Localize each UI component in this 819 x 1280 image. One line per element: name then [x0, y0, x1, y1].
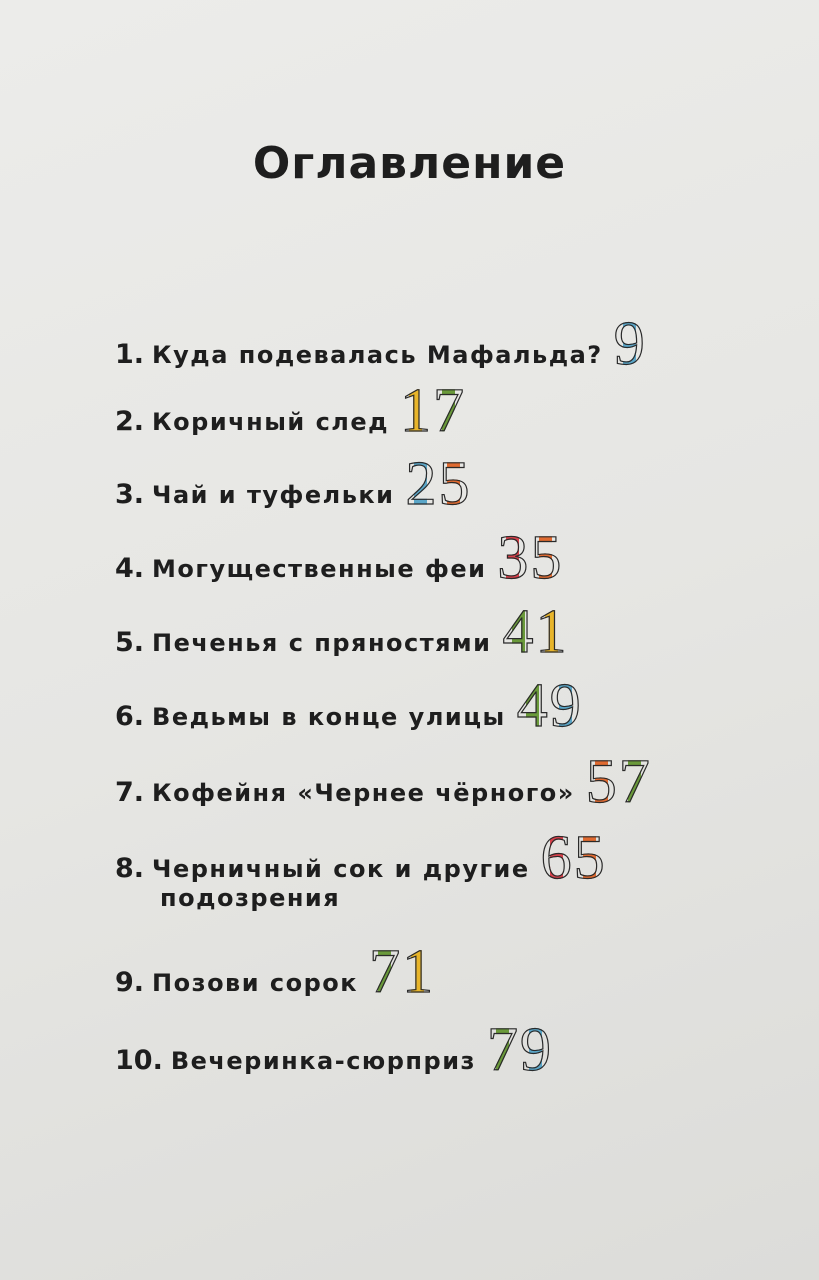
chapter-title: Позови сорок	[152, 969, 359, 997]
page-digit: 5	[573, 824, 605, 892]
chapter-title: Кофейня «Чернее чёрного»	[152, 779, 575, 807]
page-digit: 6	[540, 824, 572, 892]
page-digit: 9	[613, 310, 645, 378]
toc-entry[interactable]: 1. Куда подевалась Мафальда? 9	[115, 310, 646, 378]
chapter-number: 1.	[115, 339, 145, 370]
chapter-number: 6.	[115, 701, 145, 732]
page-digit: 4	[516, 672, 548, 740]
page-digit: 7	[618, 748, 650, 816]
page-digit: 7	[368, 938, 401, 1006]
page-digit: 5	[530, 524, 562, 592]
page-digit: 1	[401, 938, 434, 1006]
chapter-title-continued: подозрения	[160, 884, 341, 912]
chapter-number: 2.	[115, 406, 145, 437]
chapter-title: Вечеринка-сюрприз	[170, 1047, 476, 1075]
page-digit: 2	[405, 450, 437, 518]
page-number: 9	[613, 310, 646, 378]
chapter-title: Могущественные феи	[152, 555, 487, 583]
chapter-number: 4.	[115, 553, 145, 584]
page-digit: 3	[497, 524, 529, 592]
page-digit: 1	[399, 377, 432, 445]
page-title: Оглавление	[252, 138, 567, 189]
page-digit: 1	[535, 598, 567, 666]
chapter-title: Черничный сок и другие	[152, 855, 530, 883]
chapter-number: 5.	[115, 627, 145, 658]
chapter-number: 8.	[115, 853, 145, 884]
page-digit: 5	[585, 748, 617, 816]
page-digit: 9	[519, 1016, 551, 1084]
chapter-title: Ведьмы в конце улицы	[152, 703, 506, 731]
page-digit: 9	[549, 672, 581, 740]
chapter-number: 10.	[115, 1045, 163, 1076]
chapter-title: Куда подевалась Мафальда?	[152, 341, 603, 369]
page-digit: 7	[486, 1016, 518, 1084]
chapter-title: Чай и туфельки	[152, 481, 395, 509]
chapter-number: 3.	[115, 479, 145, 510]
chapter-title: Печенья с пряностями	[152, 629, 492, 657]
page-digit: 4	[502, 598, 534, 666]
page-digit: 5	[438, 450, 470, 518]
chapter-title: Коричный след	[152, 408, 390, 436]
page-digit: 7	[432, 377, 465, 445]
chapter-number: 7.	[115, 777, 145, 808]
chapter-number: 9.	[115, 967, 145, 998]
